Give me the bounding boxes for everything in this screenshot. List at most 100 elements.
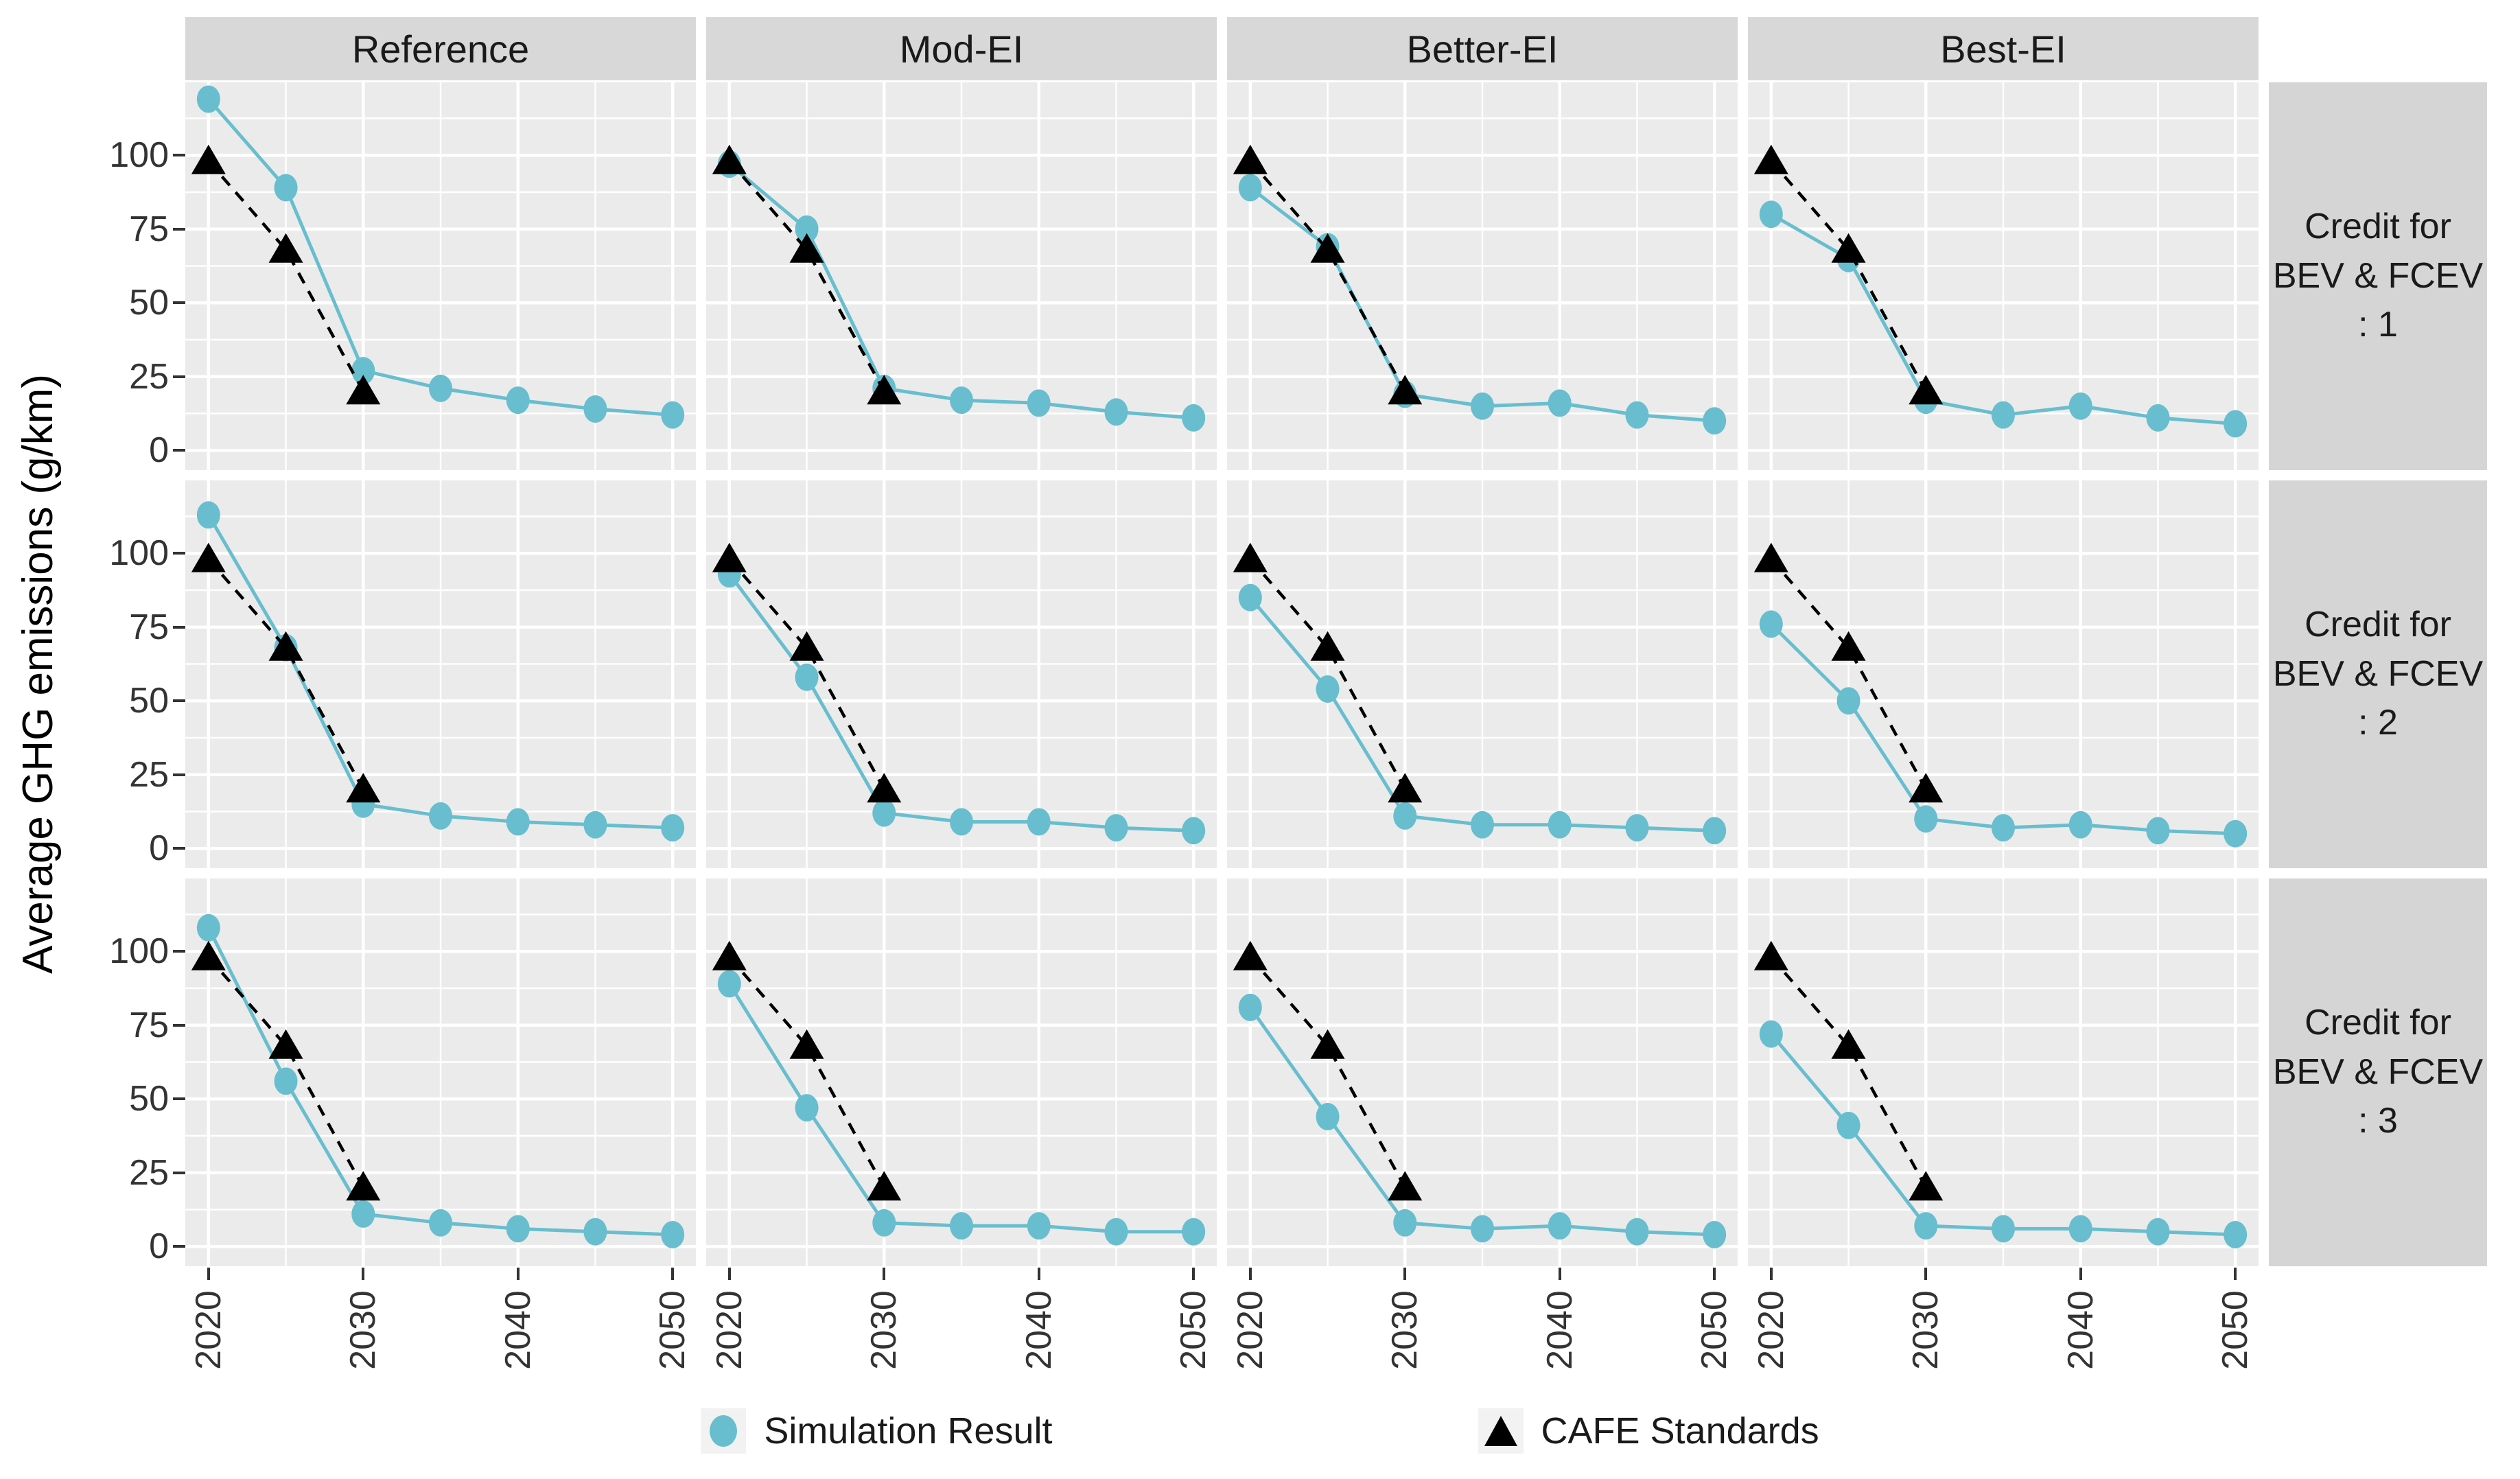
y-tick-label: 50: [129, 681, 169, 721]
facet-strip-credit-3: Credit for BEV & FCEV : 3: [2269, 878, 2487, 1266]
simulation-point: [1992, 814, 2015, 842]
simulation-point: [506, 1215, 530, 1243]
cafe-point: [346, 375, 381, 405]
y-axis-title: Average GHG emissions (g/km): [14, 262, 62, 1086]
cafe-point: [1753, 144, 1788, 174]
simulation-point: [2068, 811, 2092, 839]
simulation-point: [1104, 1218, 1128, 1246]
cafe-point: [1310, 631, 1345, 661]
x-tick-mark: [1769, 1268, 1773, 1280]
y-tick-mark: [173, 699, 185, 703]
legend-label-simulation-result: Simulation Result: [764, 1410, 1053, 1452]
x-tick-label: 2040: [1520, 1290, 1600, 1370]
gridlines: [185, 878, 696, 1266]
simulation-point: [2224, 1220, 2248, 1248]
x-tick-mark: [671, 1268, 675, 1280]
x-tick-mark: [2079, 1268, 2082, 1280]
simulation-point: [1316, 675, 1340, 703]
simulation-point: [1759, 1020, 1783, 1048]
simulation-point: [1548, 389, 1572, 417]
cafe-point: [1388, 773, 1423, 803]
simulation-point: [429, 1209, 452, 1237]
y-tick-mark: [173, 847, 185, 850]
y-tick-label: 0: [149, 430, 169, 471]
cafe-point: [867, 375, 902, 405]
cafe-point: [1233, 144, 1268, 174]
x-tick-label: 2030: [323, 1290, 403, 1370]
x-tick-mark: [2234, 1268, 2237, 1280]
simulation-point: [1238, 174, 1262, 202]
cafe-point: [191, 940, 226, 970]
x-tick-label-text: 2040: [2060, 1290, 2101, 1370]
simulation-point: [583, 395, 607, 423]
simulation-point: [1703, 817, 1727, 845]
cafe-point: [1831, 631, 1866, 661]
simulation-point: [1316, 1102, 1340, 1130]
facet-plot-area: [706, 82, 1217, 470]
facet-plot-area: [1227, 82, 1738, 470]
simulation-point: [950, 1212, 973, 1240]
simulation-point: [1182, 1218, 1206, 1246]
simulation-point: [1104, 814, 1128, 842]
simulation-point: [2068, 1215, 2092, 1243]
x-tick-label-text: 2050: [653, 1290, 693, 1370]
facet-plot-area: [706, 878, 1217, 1266]
cafe-point: [1310, 1029, 1345, 1059]
x-tick-mark: [1403, 1268, 1407, 1280]
cafe-standards-series: [712, 542, 902, 803]
x-tick-label-text: 2040: [1018, 1290, 1059, 1370]
simulation-point: [1027, 389, 1051, 417]
panel-best-ei-credit3: [1748, 878, 2259, 1266]
facet-strip-credit-1: Credit for BEV & FCEV : 1: [2269, 82, 2487, 470]
cafe-standards-series: [712, 144, 902, 405]
simulation-point: [274, 174, 298, 202]
simulation-point: [1914, 1212, 1938, 1240]
facet-strip-label: Mod-EI: [899, 27, 1024, 71]
simulation-point: [1625, 401, 1649, 429]
cafe-point: [1831, 233, 1866, 263]
y-tick-mark: [173, 227, 185, 231]
simulation-point: [950, 808, 973, 836]
cafe-point: [191, 542, 226, 572]
panel-reference-credit2: [185, 480, 696, 868]
y-tick-mark: [173, 1245, 185, 1248]
simulation-point: [661, 814, 685, 842]
y-tick-label: 75: [129, 607, 169, 647]
simulation-point: [2146, 1218, 2170, 1246]
simulation-series: [196, 913, 685, 1248]
cafe-point: [789, 233, 824, 263]
simulation-point: [1471, 1215, 1494, 1243]
cafe-point: [789, 631, 824, 661]
y-tick-label: 25: [129, 1152, 169, 1193]
cafe-point: [346, 1171, 381, 1201]
cafe-point: [712, 144, 747, 174]
simulation-point: [795, 215, 819, 243]
x-tick-label: 2040: [2041, 1290, 2121, 1370]
facet-strip-label: Credit for BEV & FCEV : 2: [2272, 604, 2484, 743]
x-tick-label: 2030: [1886, 1290, 1965, 1370]
cafe-point: [867, 773, 902, 803]
simulation-point: [196, 501, 220, 529]
simulation-point: [274, 1067, 298, 1095]
y-tick-mark: [173, 301, 185, 305]
simulation-point: [429, 374, 452, 402]
simulation-point: [2224, 410, 2248, 438]
facet-strip-reference: Reference: [185, 17, 696, 80]
simulation-point: [717, 970, 741, 998]
cafe-standards-series: [1753, 542, 1944, 803]
legend: Simulation Result CAFE Standards: [0, 1393, 2520, 1469]
x-tick-label: 2040: [999, 1290, 1079, 1370]
panel-mod-ei-credit3: [706, 878, 1217, 1266]
simulation-point: [795, 663, 819, 691]
gridlines: [1748, 878, 2259, 1266]
cafe-point: [712, 542, 747, 572]
simulation-point: [196, 913, 220, 942]
x-tick-label-text: 2050: [2215, 1290, 2256, 1370]
y-tick-label: 0: [149, 828, 169, 869]
y-tick-mark: [173, 1023, 185, 1027]
y-tick-mark: [173, 773, 185, 776]
facet-plot-area: [706, 480, 1217, 868]
y-tick-mark: [173, 552, 185, 555]
simulation-series: [1238, 993, 1727, 1248]
simulation-point: [351, 357, 375, 385]
